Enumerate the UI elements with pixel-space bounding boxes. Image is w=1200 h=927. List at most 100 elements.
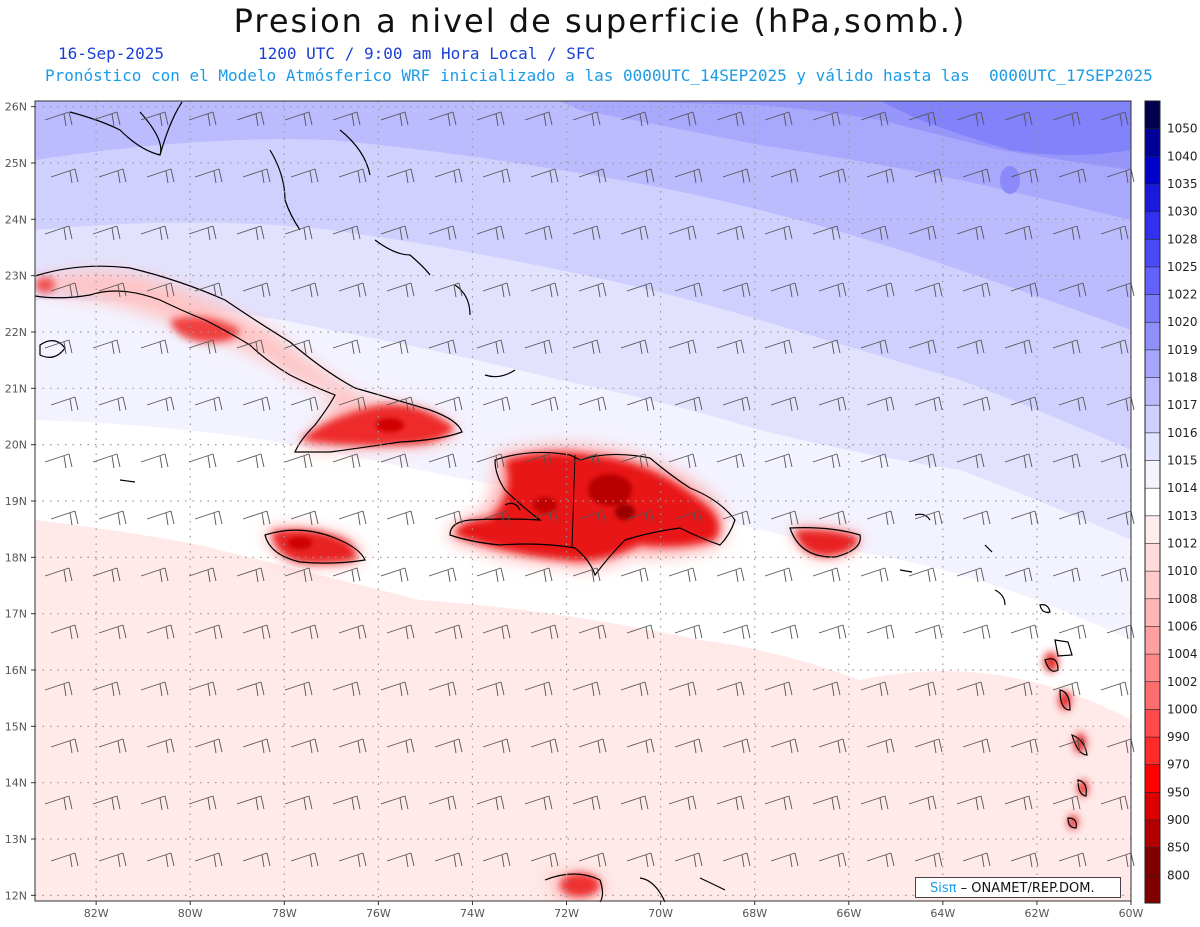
wind-barb <box>290 738 319 754</box>
wind-barb <box>98 852 127 868</box>
wind-barb <box>476 681 505 697</box>
wind-barb <box>476 111 505 127</box>
wind-barb <box>236 225 265 241</box>
wind-barb <box>140 795 169 811</box>
colorbar-swatch <box>1145 211 1160 240</box>
colorbar-swatch <box>1145 460 1160 489</box>
wind-barb <box>284 225 313 241</box>
wind-barb <box>530 852 559 868</box>
wind-barb <box>338 852 367 868</box>
wind-barb <box>1100 795 1129 811</box>
wind-barb <box>146 624 175 640</box>
wind-barb <box>284 111 313 127</box>
wind-barb <box>524 681 553 697</box>
wind-barb <box>620 225 649 241</box>
colorbar-swatch <box>1145 183 1160 213</box>
wind-barb <box>338 396 367 412</box>
wind-barb <box>1052 111 1081 127</box>
wind-barb <box>626 282 655 298</box>
wind-barb <box>1100 225 1129 241</box>
wind-barb <box>284 681 313 697</box>
wind-barb <box>722 168 751 184</box>
lat-label: 14N <box>5 777 27 790</box>
wind-barb <box>908 339 937 355</box>
lat-label: 18N <box>5 551 27 564</box>
wind-barb <box>530 510 559 526</box>
wind-barb <box>908 453 937 469</box>
wind-barb <box>860 111 889 127</box>
wind-barb <box>908 795 937 811</box>
pressure-colorbar: 1050 1040 1035 1030 1028 1025 1022 1020 1019 1018… <box>1144 100 1198 904</box>
colorbar-swatch <box>1145 571 1160 600</box>
wind-barb <box>674 282 703 298</box>
wind-barb <box>578 852 607 868</box>
wind-barb <box>44 225 73 241</box>
wind-barb <box>908 111 937 127</box>
wind-barb <box>524 795 553 811</box>
wind-barb <box>818 624 847 640</box>
colorbar-swatch <box>1145 737 1160 766</box>
colorbar-swatch <box>1145 294 1160 323</box>
wind-barb <box>44 567 73 583</box>
wind-barb <box>242 168 271 184</box>
wind-barb <box>524 225 553 241</box>
colorbar-level-label: 1050 <box>1167 122 1198 136</box>
wind-barb <box>770 282 799 298</box>
wind-barb <box>332 339 361 355</box>
wind-barb <box>1052 453 1081 469</box>
wind-barb <box>722 510 751 526</box>
wind-barb <box>434 510 463 526</box>
wind-barb <box>674 624 703 640</box>
wind-barb <box>1004 339 1033 355</box>
wind-barb <box>92 453 121 469</box>
wind-barb <box>50 282 79 298</box>
wind-barb <box>530 396 559 412</box>
colorbar-swatch <box>1145 322 1160 351</box>
wind-barb <box>50 852 79 868</box>
wind-barb <box>380 339 409 355</box>
colorbar-swatch <box>1145 598 1160 627</box>
wind-barb <box>188 225 217 241</box>
lat-label: 16N <box>5 664 27 677</box>
wind-barb <box>956 567 985 583</box>
wind-barb <box>44 453 73 469</box>
wind-barb <box>332 111 361 127</box>
wind-barb <box>332 681 361 697</box>
wind-barb <box>668 225 697 241</box>
wind-barb <box>1010 738 1039 754</box>
colorbar-swatch <box>1145 101 1160 130</box>
wind-barb <box>194 852 223 868</box>
wind-barb <box>482 168 511 184</box>
wind-barb <box>1004 225 1033 241</box>
wind-barb <box>764 111 793 127</box>
colorbar-swatch <box>1145 626 1160 655</box>
wind-barb <box>194 282 223 298</box>
wind-barb <box>530 738 559 754</box>
wind-barb <box>1058 168 1087 184</box>
credit-box: Sisπ – ONAMET/REP.DOM. <box>915 877 1121 898</box>
wind-barb <box>866 624 895 640</box>
wind-barb <box>716 567 745 583</box>
wind-barb <box>434 624 463 640</box>
wind-barb <box>524 567 553 583</box>
wind-barb <box>812 681 841 697</box>
wind-barb <box>428 681 457 697</box>
wind-barb <box>140 339 169 355</box>
wind-barb <box>722 624 751 640</box>
wind-barb <box>1058 738 1087 754</box>
wind-barb <box>242 624 271 640</box>
wind-barb <box>674 168 703 184</box>
wind-barb <box>620 681 649 697</box>
credit-org-text: – ONAMET/REP.DOM. <box>956 881 1095 896</box>
colorbar-swatch <box>1145 792 1160 821</box>
colorbar-swatch <box>1145 266 1160 296</box>
wind-barb <box>194 510 223 526</box>
colorbar-level-label: 1016 <box>1167 426 1198 440</box>
wind-barb <box>386 282 415 298</box>
wind-barb <box>332 795 361 811</box>
wind-barb <box>578 168 607 184</box>
wind-barb <box>962 624 991 640</box>
wind-barb <box>434 738 463 754</box>
colorbar-swatch <box>1145 543 1160 572</box>
wind-barb <box>140 225 169 241</box>
